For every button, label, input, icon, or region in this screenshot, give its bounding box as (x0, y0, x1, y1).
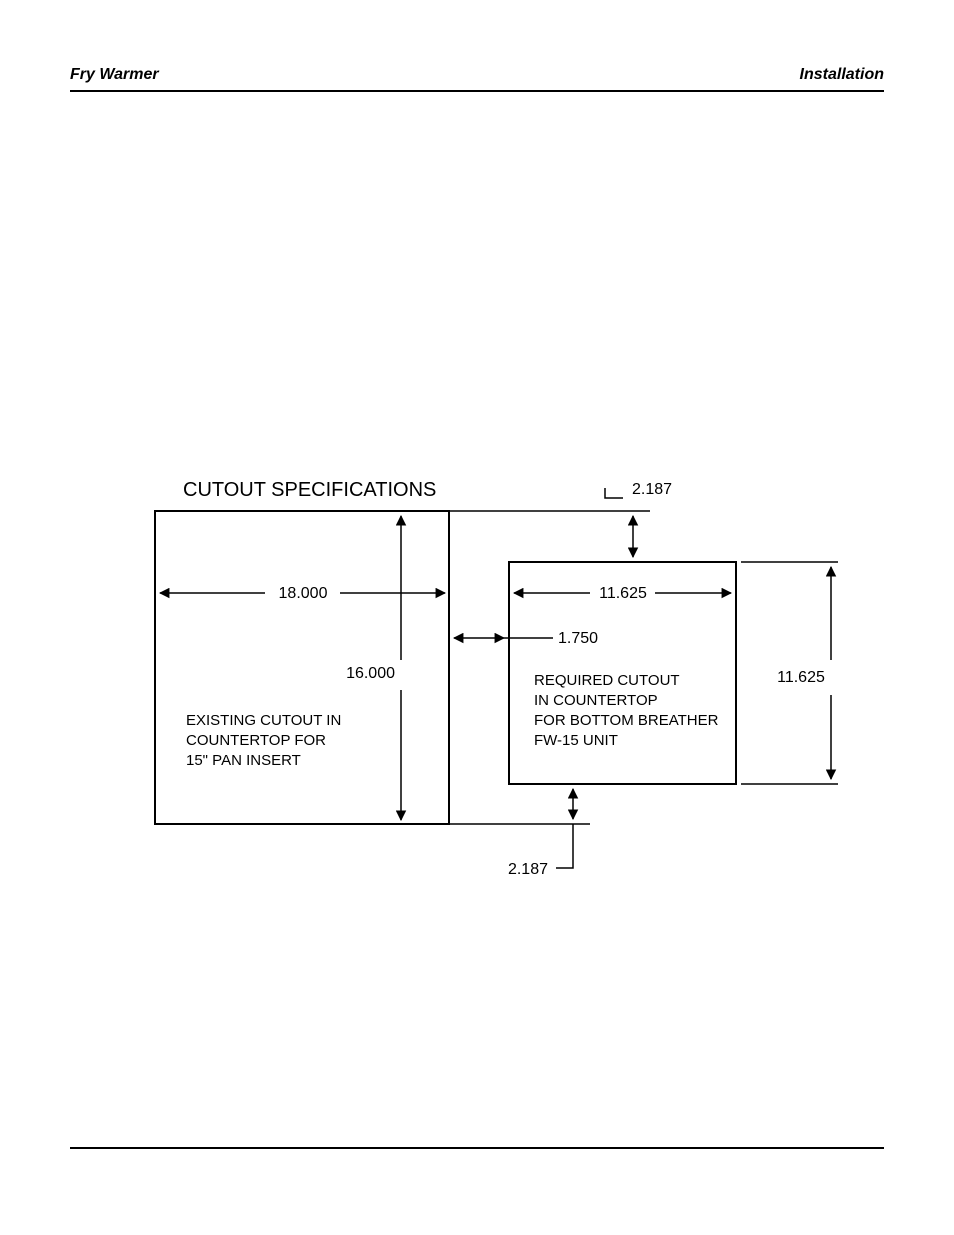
dim-top-2187-leader (605, 488, 623, 498)
diagram-title: CUTOUT SPECIFICATIONS (183, 479, 436, 501)
dim-bot-2187-label: 2.187 (508, 861, 548, 878)
page: Fry Warmer Installation CUTOUT SPECIFICA… (0, 0, 954, 1235)
right-box-label-3: FOR BOTTOM BREATHER (534, 712, 719, 729)
dim-16-label: 16.000 (346, 665, 395, 682)
left-cutout-box (155, 511, 449, 824)
left-box-label-3: 15" PAN INSERT (186, 752, 301, 769)
right-box-label-1: REQUIRED CUTOUT (534, 672, 680, 689)
dim-11625h-label: 11.625 (777, 669, 825, 686)
dim-top-2187-label: 2.187 (632, 481, 672, 498)
cutout-spec-diagram: CUTOUT SPECIFICATIONS EXISTING CUTOUT IN… (0, 0, 954, 1235)
right-box-label-4: FW-15 UNIT (534, 732, 618, 749)
left-box-label-2: COUNTERTOP FOR (186, 732, 326, 749)
left-box-label-1: EXISTING CUTOUT IN (186, 712, 341, 729)
dim-11625w-label: 11.625 (599, 585, 647, 602)
dim-bot-2187-leader (556, 824, 573, 868)
right-box-label-2: IN COUNTERTOP (534, 692, 658, 709)
dim-1750-label: 1.750 (558, 630, 598, 647)
dim-18-label: 18.000 (279, 585, 328, 602)
footer-rule (70, 1147, 884, 1149)
